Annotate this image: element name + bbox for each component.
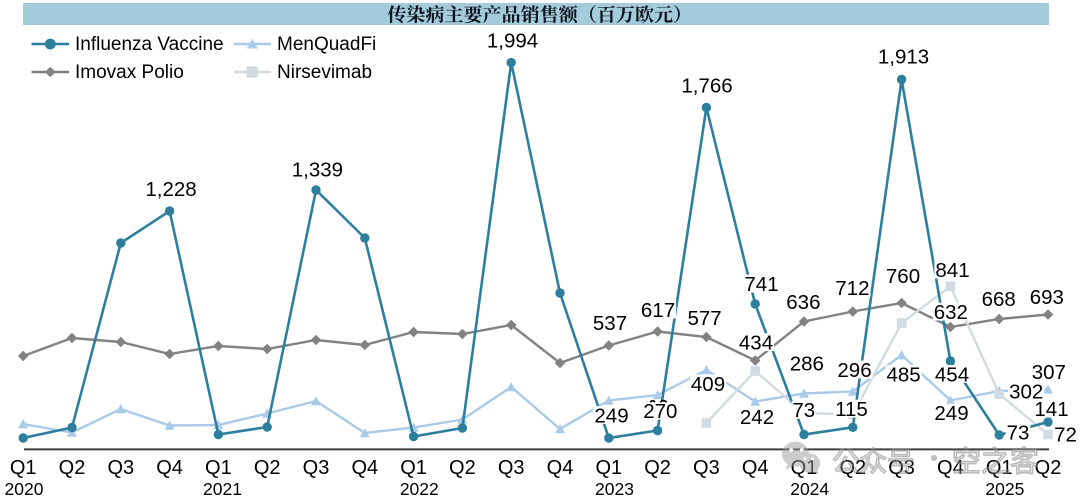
svg-text:1,994: 1,994	[487, 29, 538, 52]
svg-text:Nirsevimab: Nirsevimab	[277, 62, 372, 83]
svg-text:712: 712	[835, 277, 869, 300]
svg-text:72: 72	[1054, 424, 1077, 447]
svg-text:Q1: Q1	[595, 457, 622, 479]
svg-text:296: 296	[837, 359, 871, 382]
svg-text:2020: 2020	[5, 479, 44, 499]
svg-text:115: 115	[835, 398, 868, 421]
svg-text:2022: 2022	[400, 479, 439, 499]
svg-text:Q3: Q3	[303, 457, 330, 479]
svg-text:760: 760	[886, 265, 920, 288]
svg-text:2024: 2024	[790, 479, 829, 499]
svg-text:73: 73	[1007, 422, 1030, 445]
svg-text:2025: 2025	[985, 479, 1024, 499]
svg-text:Q2: Q2	[59, 457, 86, 479]
svg-text:2023: 2023	[595, 479, 634, 499]
svg-text:Q2: Q2	[254, 457, 281, 479]
svg-text:Q4: Q4	[351, 457, 378, 479]
svg-text:Q2: Q2	[449, 457, 476, 479]
svg-text:1,228: 1,228	[145, 178, 196, 201]
svg-text:485: 485	[886, 364, 920, 387]
svg-text:73: 73	[792, 399, 815, 422]
svg-text:249: 249	[594, 404, 628, 427]
svg-text:Q4: Q4	[156, 457, 183, 479]
svg-text:141: 141	[1034, 398, 1068, 421]
svg-text:434: 434	[739, 332, 773, 355]
svg-text:Q4: Q4	[547, 457, 574, 479]
svg-text:Q3: Q3	[693, 457, 720, 479]
svg-text:Q2: Q2	[644, 457, 671, 479]
svg-text:636: 636	[786, 291, 820, 314]
svg-text:Imovax Polio: Imovax Polio	[75, 62, 184, 83]
svg-text:Q4: Q4	[937, 457, 964, 479]
svg-text:537: 537	[593, 312, 627, 335]
svg-text:577: 577	[687, 307, 721, 330]
svg-text:409: 409	[691, 373, 725, 396]
svg-text:270: 270	[643, 400, 677, 423]
svg-text:242: 242	[740, 406, 774, 429]
svg-text:Q3: Q3	[498, 457, 525, 479]
svg-text:617: 617	[641, 299, 675, 322]
svg-text:286: 286	[790, 353, 824, 376]
svg-text:Q3: Q3	[888, 457, 915, 479]
svg-text:741: 741	[744, 273, 778, 296]
svg-text:Q2: Q2	[1035, 457, 1062, 479]
svg-text:MenQuadFi: MenQuadFi	[277, 34, 376, 55]
svg-text:2021: 2021	[203, 479, 242, 499]
svg-text:693: 693	[1030, 286, 1064, 309]
svg-text:454: 454	[935, 363, 969, 386]
svg-text:632: 632	[934, 301, 968, 324]
svg-text:Influenza Vaccine: Influenza Vaccine	[75, 34, 224, 55]
svg-text:307: 307	[1032, 361, 1066, 384]
svg-text:Q1: Q1	[986, 457, 1013, 479]
svg-text:1,913: 1,913	[878, 46, 929, 69]
svg-text:668: 668	[982, 288, 1016, 311]
svg-text:302: 302	[1009, 381, 1043, 404]
svg-text:Q4: Q4	[742, 457, 769, 479]
svg-text:1,339: 1,339	[292, 159, 343, 182]
svg-text:1,766: 1,766	[681, 74, 732, 97]
svg-text:Q3: Q3	[107, 457, 134, 479]
svg-text:249: 249	[934, 402, 968, 425]
svg-text:Q1: Q1	[400, 457, 427, 479]
svg-text:Q1: Q1	[205, 457, 232, 479]
svg-text:841: 841	[935, 259, 969, 282]
svg-text:Q1: Q1	[10, 457, 37, 479]
